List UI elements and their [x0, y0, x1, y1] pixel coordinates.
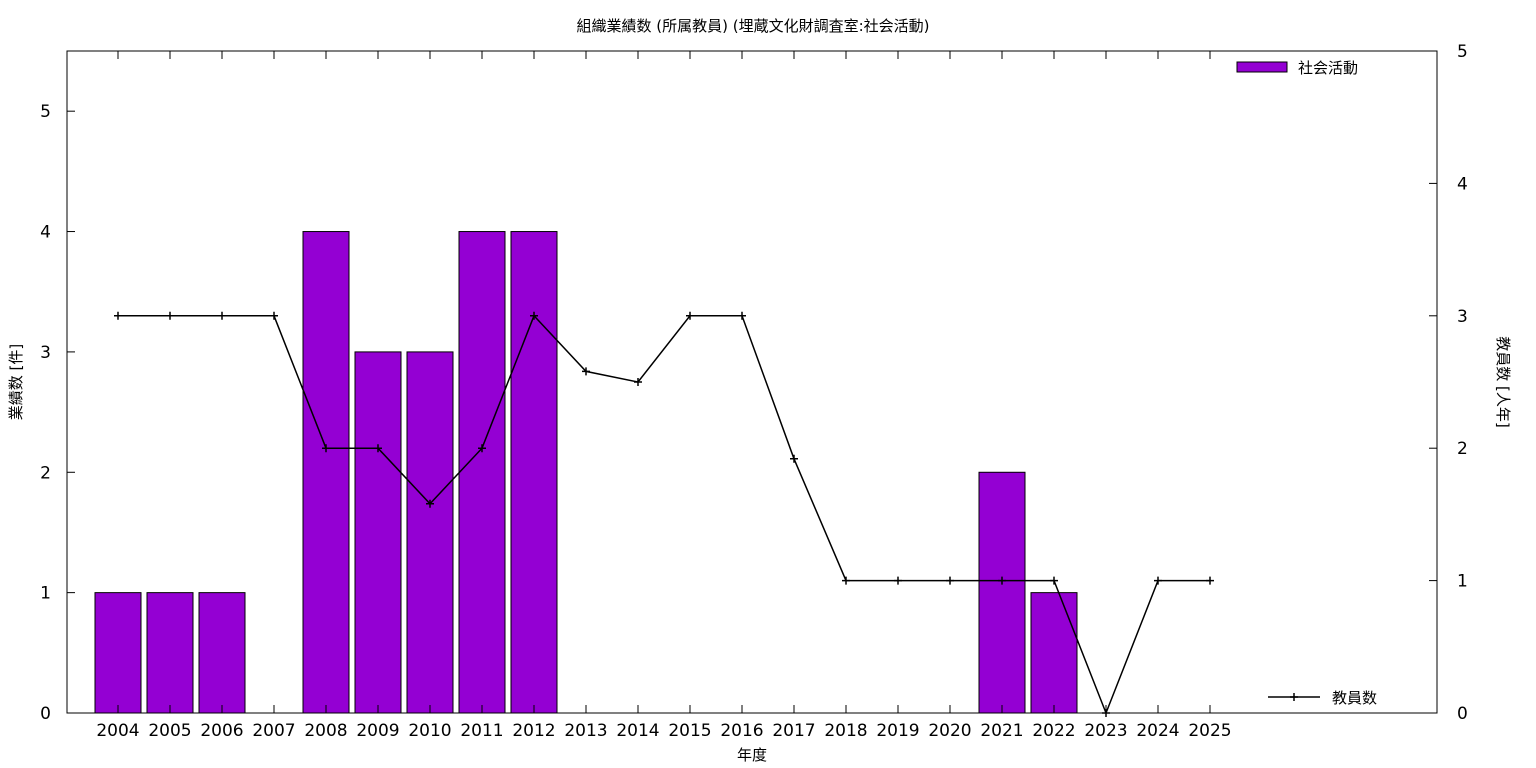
x-tick-label: 2019	[876, 721, 919, 741]
series-point	[530, 311, 538, 320]
y2-tick-label: 2	[1457, 439, 1468, 459]
x-tick-label: 2012	[512, 721, 555, 741]
y2-tick-label: 0	[1457, 704, 1468, 724]
legend-line-entry: 教員数	[1268, 689, 1377, 707]
legend-line-marker	[1290, 693, 1298, 701]
series-point	[1154, 576, 1162, 585]
series-point	[634, 378, 642, 386]
series-point	[686, 311, 694, 320]
series-point	[114, 311, 122, 320]
x-tick-label: 2022	[1032, 721, 1075, 741]
series-point	[738, 311, 746, 320]
series-point	[998, 576, 1006, 585]
bar	[1030, 592, 1078, 714]
y2-tick-label: 1	[1457, 572, 1468, 592]
x-tick-label: 2020	[928, 721, 971, 741]
bar	[510, 231, 558, 714]
bar	[146, 592, 194, 714]
bar	[458, 231, 506, 714]
x-tick-label: 2009	[356, 721, 399, 741]
series-point	[842, 576, 850, 585]
x-tick-label: 2010	[408, 721, 451, 741]
y2-axis: 0 1 2 3 4 5	[1429, 42, 1468, 724]
y-axis-label: 業績数 [件]	[7, 344, 25, 420]
bar-series	[94, 231, 1078, 714]
series-point	[322, 444, 330, 453]
series-point	[790, 454, 798, 463]
y2-axis-label: 教員数 [人年]	[1494, 336, 1512, 427]
x-tick-label: 2011	[460, 721, 503, 741]
y-tick-label: 1	[40, 584, 51, 604]
bar	[978, 471, 1026, 714]
y-tick-label: 3	[40, 343, 51, 363]
x-tick-label: 2005	[148, 721, 191, 741]
x-tick-label: 2013	[564, 721, 607, 741]
x-tick-label: 2008	[304, 721, 347, 741]
y-tick-label: 5	[40, 102, 51, 122]
y2-tick-label: 3	[1457, 307, 1468, 327]
bar	[94, 592, 142, 714]
x-tick-label: 2004	[96, 721, 139, 741]
y-tick-label: 4	[40, 223, 51, 243]
legend-line-label: 教員数	[1332, 689, 1377, 707]
series-point	[946, 576, 954, 585]
chart-title: 組織業績数 (所属教員) (埋蔵文化財調査室:社会活動)	[576, 17, 929, 35]
series-point	[1206, 576, 1214, 585]
y-tick-label: 0	[40, 704, 51, 724]
series-point	[478, 444, 486, 453]
series-point	[582, 367, 590, 376]
x-tick-label: 2014	[616, 721, 659, 741]
series-line	[118, 314, 1210, 716]
line-series	[114, 311, 1214, 717]
x-tick-label: 2021	[980, 721, 1023, 741]
x-axis-label: 年度	[737, 746, 767, 764]
x-tick-label: 2023	[1084, 721, 1127, 741]
series-point	[1050, 576, 1058, 585]
y2-tick-label: 4	[1457, 174, 1468, 194]
series-point	[426, 499, 434, 508]
plot-frame	[66, 50, 1438, 714]
x-tick-label: 2018	[824, 721, 867, 741]
x-tick-label: 2006	[200, 721, 243, 741]
bar	[354, 351, 402, 714]
x-axis: 2004 2005 2006 2007 2008 2009 2010 2011 2012 2013…	[96, 51, 1232, 741]
bar	[302, 231, 350, 714]
x-tick-label: 2017	[772, 721, 815, 741]
x-tick-label: 2016	[720, 721, 763, 741]
x-tick-label: 2025	[1188, 721, 1231, 741]
series-point	[374, 444, 382, 453]
legend-bar-label: 社会活動	[1298, 59, 1358, 77]
series-point	[894, 576, 902, 585]
y-tick-label: 2	[40, 463, 51, 483]
legend-bar-entry: 社会活動	[1236, 59, 1358, 77]
legend-bar-swatch	[1236, 61, 1288, 73]
x-tick-label: 2007	[252, 721, 295, 741]
series-point	[218, 311, 226, 320]
series-point	[166, 311, 174, 320]
x-tick-label: 2024	[1136, 721, 1179, 741]
series-point	[270, 311, 278, 320]
y-axis: 0 1 2 3 4 5	[40, 102, 75, 724]
bar	[406, 351, 454, 714]
x-tick-label: 2015	[668, 721, 711, 741]
bar	[198, 592, 246, 714]
y2-tick-label: 5	[1457, 42, 1468, 62]
